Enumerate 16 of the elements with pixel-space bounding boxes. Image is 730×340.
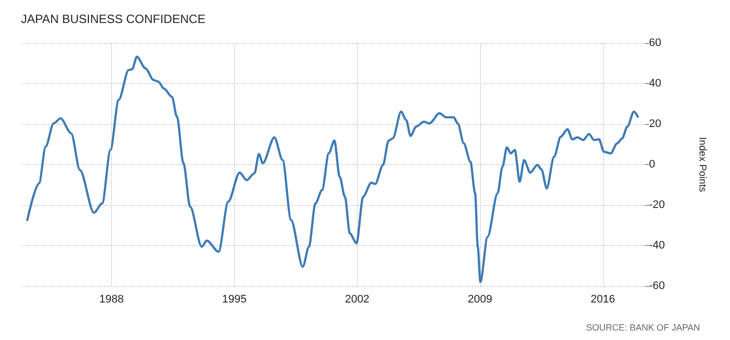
y-tick-label: 40 xyxy=(649,78,662,90)
y-tick-label: 20 xyxy=(649,118,662,130)
y-tick-label: 60 xyxy=(649,37,662,49)
y-tick-label: -20 xyxy=(649,199,665,211)
chart-title: JAPAN BUSINESS CONFIDENCE xyxy=(21,12,206,26)
y-tick-label: 0 xyxy=(649,158,656,170)
x-tick-label: 2016 xyxy=(590,294,616,306)
y-tick-label: -40 xyxy=(649,240,665,252)
y-tick-label: -60 xyxy=(649,280,665,292)
y-axis-title: Index Points xyxy=(696,136,708,192)
line-series xyxy=(26,56,639,283)
x-tick-label: 2002 xyxy=(344,294,370,306)
x-tick-label: 2009 xyxy=(468,294,492,306)
x-tick-label: 1988 xyxy=(99,294,124,306)
x-tick-label: 1995 xyxy=(222,294,247,306)
source-note: SOURCE: BANK OF JAPAN xyxy=(586,322,700,332)
